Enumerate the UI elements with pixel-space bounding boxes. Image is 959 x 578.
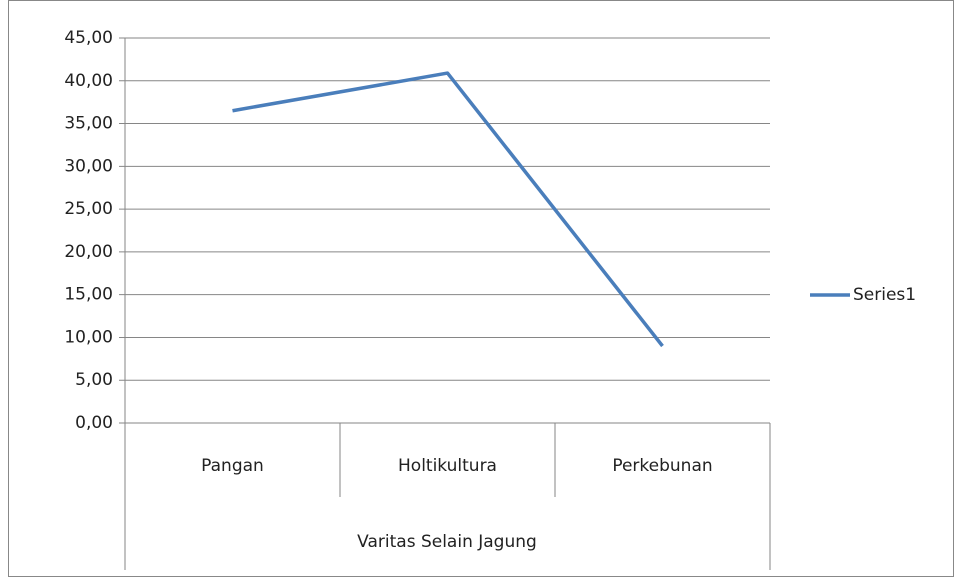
- x-tick-label: Pangan: [201, 456, 264, 476]
- y-tick-label: 35,00: [64, 114, 113, 134]
- data-line: [232, 71, 664, 348]
- y-tick-label: 25,00: [64, 199, 113, 219]
- y-tick-label: 15,00: [64, 285, 113, 305]
- chart-border: [8, 0, 954, 577]
- x-axis-title: Varitas Selain Jagung: [357, 532, 537, 552]
- y-tick-label: 5,00: [75, 370, 113, 390]
- x-tick-label: Perkebunan: [612, 456, 712, 476]
- x-tick-label: Holtikultura: [398, 456, 497, 476]
- y-tick-label: 45,00: [64, 28, 113, 48]
- y-tick-label: 30,00: [64, 156, 113, 176]
- legend-label: Series1: [853, 285, 916, 305]
- y-tick-label: 0,00: [75, 413, 113, 433]
- y-tick-label: 10,00: [64, 327, 113, 347]
- y-tick-label: 20,00: [64, 242, 113, 262]
- y-tick-label: 40,00: [64, 71, 113, 91]
